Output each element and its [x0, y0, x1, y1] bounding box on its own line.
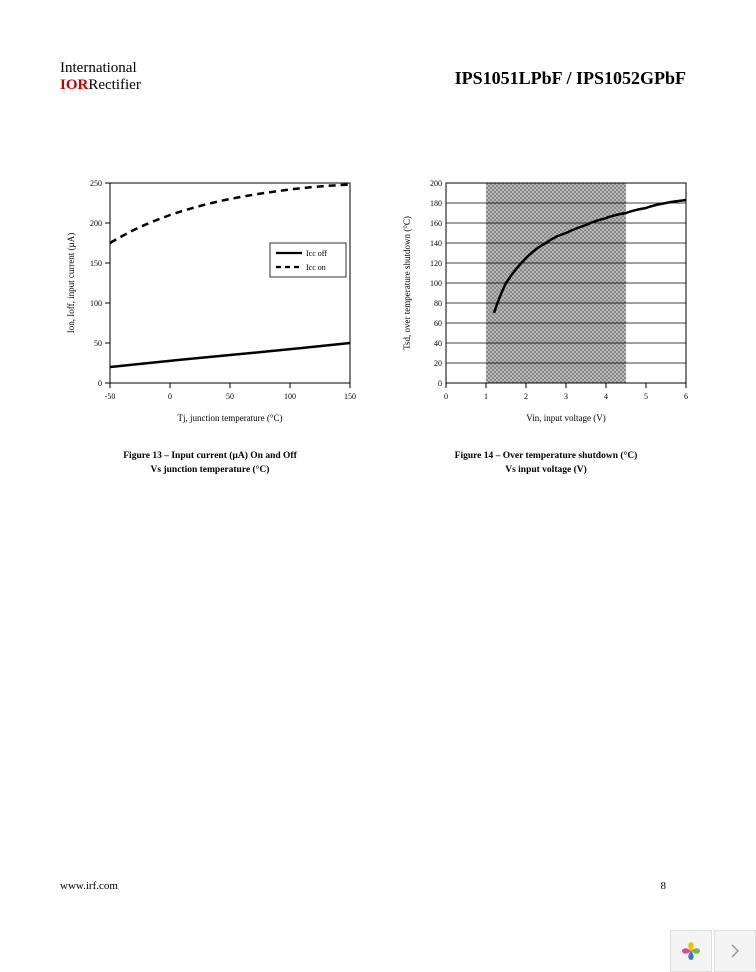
next-page-button[interactable]	[714, 930, 756, 972]
logo-rectifier: Rectifier	[88, 77, 140, 93]
svg-text:40: 40	[434, 339, 442, 348]
caption-14-line2: Vs input voltage (V)	[396, 463, 696, 477]
chart-14-svg: 0 1 2 3 4 5 6 0 20 40 60 80 100 120	[396, 173, 696, 433]
company-logo: International IORRectifier	[60, 60, 141, 93]
chart14-ylabel: Tsd, over temperature shutdown (°C)	[402, 216, 412, 350]
footer-page-number: 8	[661, 880, 667, 892]
svg-text:4: 4	[604, 392, 608, 401]
viewer-widget	[670, 930, 756, 972]
svg-text:-50: -50	[105, 392, 116, 401]
part-number-title: IPS1051LPbF / IPS1052GPbF	[455, 68, 686, 89]
caption-13-line2: Vs junction temperature (°C)	[60, 463, 360, 477]
svg-text:0: 0	[438, 379, 442, 388]
svg-text:120: 120	[430, 259, 442, 268]
figure-13: -50 0 50 100 150 0 50	[60, 173, 360, 478]
chart13-xlabel: Tj, junction temperature (°C)	[177, 413, 282, 423]
svg-text:6: 6	[684, 392, 688, 401]
figure-14-caption: Figure 14 – Over temperature shutdown (°…	[396, 449, 696, 478]
svg-text:100: 100	[430, 279, 442, 288]
svg-text:5: 5	[644, 392, 648, 401]
logo-line1: International	[60, 60, 141, 77]
svg-text:50: 50	[94, 339, 102, 348]
svg-text:1: 1	[484, 392, 488, 401]
svg-text:100: 100	[90, 299, 102, 308]
legend-icc-on: Icc on	[306, 263, 326, 272]
svg-text:3: 3	[564, 392, 568, 401]
svg-text:50: 50	[226, 392, 234, 401]
svg-text:80: 80	[434, 299, 442, 308]
page-footer: www.irf.com 8	[60, 880, 696, 892]
legend-icc-off: Icc off	[306, 249, 327, 258]
logo-line2: IORRectifier	[60, 77, 141, 94]
svg-text:180: 180	[430, 199, 442, 208]
svg-text:0: 0	[444, 392, 448, 401]
svg-text:100: 100	[284, 392, 296, 401]
app-icon[interactable]	[670, 930, 712, 972]
caption-13-line1: Figure 13 – Input current (µA) On and Of…	[60, 449, 360, 463]
svg-text:150: 150	[344, 392, 356, 401]
svg-text:20: 20	[434, 359, 442, 368]
svg-text:200: 200	[90, 219, 102, 228]
svg-text:150: 150	[90, 259, 102, 268]
svg-text:140: 140	[430, 239, 442, 248]
svg-text:200: 200	[430, 179, 442, 188]
svg-text:0: 0	[168, 392, 172, 401]
charts-row: -50 0 50 100 150 0 50	[60, 173, 696, 478]
svg-text:60: 60	[434, 319, 442, 328]
figure-14: 0 1 2 3 4 5 6 0 20 40 60 80 100 120	[396, 173, 696, 478]
figure-13-caption: Figure 13 – Input current (µA) On and Of…	[60, 449, 360, 478]
svg-text:160: 160	[430, 219, 442, 228]
footer-url: www.irf.com	[60, 880, 118, 892]
svg-text:0: 0	[98, 379, 102, 388]
svg-text:2: 2	[524, 392, 528, 401]
chart14-xlabel: Vin, input voltage (V)	[526, 413, 605, 423]
caption-14-line1: Figure 14 – Over temperature shutdown (°…	[396, 449, 696, 463]
chart13-ylabel: Ion, Ioff, input current (µA)	[66, 233, 76, 334]
header: International IORRectifier IPS1051LPbF /…	[60, 60, 696, 93]
logo-ior-red: IOR	[60, 77, 88, 93]
chart-13-svg: -50 0 50 100 150 0 50	[60, 173, 360, 433]
svg-text:250: 250	[90, 179, 102, 188]
